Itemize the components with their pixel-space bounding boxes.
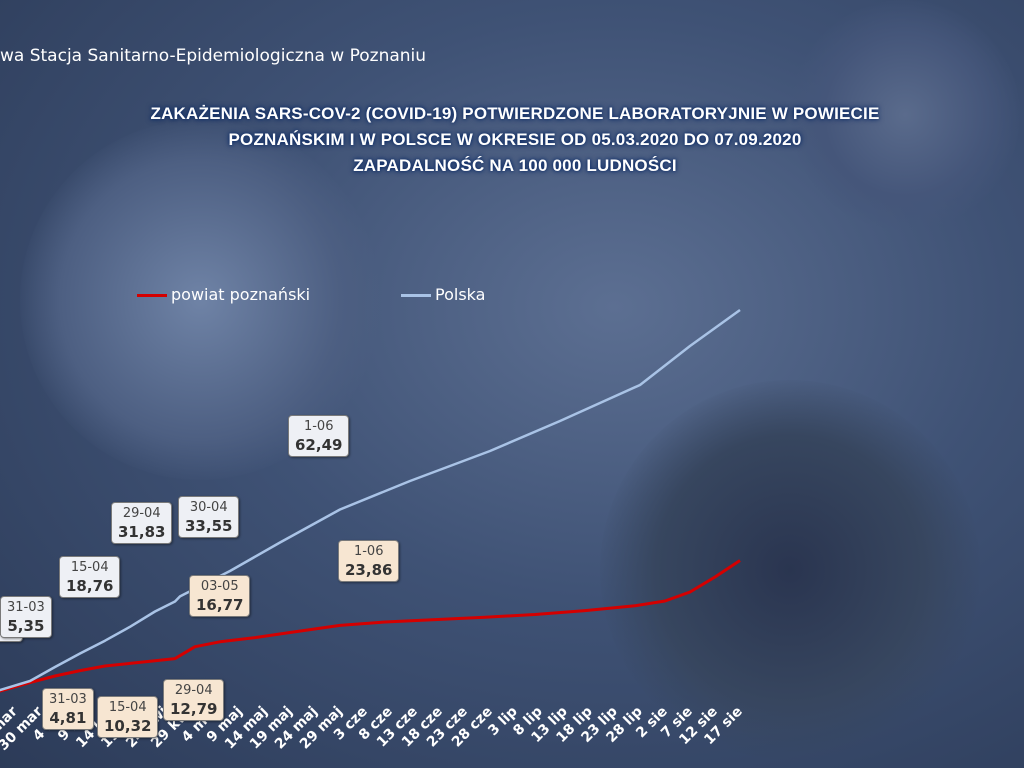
chart-title-line-2: POZNAŃSKIM I W POLSCE W OKRESIE OD 05.03… [228, 130, 802, 149]
legend-line-powiat [137, 294, 167, 297]
data-label-value: 62,49 [295, 435, 343, 454]
data-label: 03-05 16,77 [189, 574, 251, 617]
organization-name: wa Stacja Sanitarno-Epidemiologiczna w P… [0, 46, 427, 66]
virus-background-image [600, 380, 980, 760]
data-label-date: 03-05 [200, 578, 239, 594]
virus-background-image [790, 0, 1020, 230]
data-label-value: 23,86 [345, 561, 393, 580]
data-label-value: 4,81 [49, 708, 87, 727]
data-label-date: 29-04 [122, 505, 161, 521]
data-label-value: 12,79 [170, 699, 218, 718]
data-label: 31-03 5,35 [0, 595, 52, 638]
chart-title-line-1: ZAKAŻENIA SARS-COV-2 (COVID-19) POTWIERD… [150, 104, 880, 123]
data-label: 15-04 18,76 [59, 555, 121, 598]
data-label-date: 15-04 [70, 559, 109, 575]
data-label-date: 29-04 [174, 682, 213, 698]
data-label-date: 31-03 [49, 691, 87, 707]
data-label-date: 31-03 [7, 599, 45, 615]
data-label-value: 16,77 [196, 595, 244, 614]
series-line-polska [0, 308, 741, 692]
data-label-value: 5,35 [7, 616, 45, 635]
data-label: 15-04 10,32 [97, 696, 159, 739]
legend-label-polska: Polska [435, 285, 486, 304]
data-label-value: 10,32 [104, 717, 152, 736]
legend-line-polska [401, 294, 431, 297]
data-label: 29-04 31,83 [111, 501, 173, 544]
data-label-date: 30-04 [189, 500, 228, 516]
data-label-value: 33,55 [185, 517, 233, 536]
data-label: 29-04 12,79 [163, 678, 225, 721]
data-label: 1-06 62,49 [288, 414, 350, 457]
data-label-date: 1-06 [303, 418, 334, 434]
data-label-value: 18,76 [66, 576, 114, 595]
data-label: 1-06 23,86 [338, 540, 400, 583]
data-label: 31-03 4,81 [42, 687, 94, 730]
data-label-date: 1-06 [353, 544, 384, 560]
legend-item-powiat: powiat poznański [137, 285, 310, 304]
data-label: 30-04 33,55 [178, 496, 240, 539]
data-label-value: 31,83 [118, 522, 166, 541]
legend-item-polska: Polska [401, 285, 485, 304]
series-line-powiat [0, 559, 741, 693]
chart-title-line-3: ZAPADALNOŚĆ NA 100 000 LUDNOŚCI [353, 156, 677, 175]
data-label-date: 15-04 [108, 700, 147, 716]
legend-label-powiat: powiat poznański [171, 285, 311, 304]
